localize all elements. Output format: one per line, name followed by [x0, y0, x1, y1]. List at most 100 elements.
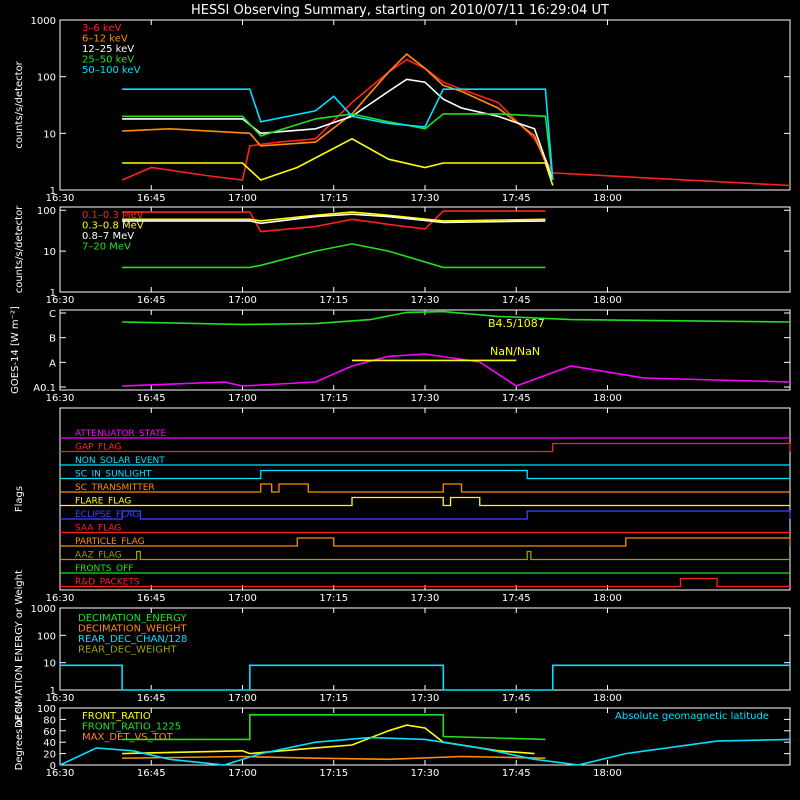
flag-line [60, 483, 790, 493]
y-tick-label: 40 [43, 738, 56, 749]
x-tick-label: 17:00 [228, 193, 257, 204]
y-axis-label: DECIMATION ENERGY or Weight [14, 570, 25, 728]
x-tick-label: 17:15 [319, 693, 348, 704]
legend-entry: 3–6 keV [82, 23, 121, 34]
x-tick-label: 18:00 [593, 693, 622, 704]
legend-entry: FRONT_RATIO [82, 711, 151, 722]
y-tick-label: 1 [50, 686, 56, 697]
x-tick-label: 17:30 [411, 693, 440, 704]
legend-entry: 50–100 keV [82, 65, 141, 76]
y-tick-label: 100 [37, 631, 56, 642]
x-tick-label: 18:00 [593, 193, 622, 204]
x-tick-label: 17:45 [502, 693, 531, 704]
panel-frame [59, 19, 791, 191]
y-tick-label: 10 [43, 247, 56, 258]
series-line [121, 58, 791, 187]
x-tick-label: 16:30 [46, 193, 75, 204]
x-tick-label: 18:00 [593, 295, 622, 306]
x-tick-label: 16:30 [46, 768, 75, 779]
y-tick-label: 80 [43, 715, 56, 726]
y-tick-label: 20 [43, 750, 56, 761]
x-tick-label: 17:00 [228, 768, 257, 779]
panel-6: 16:30 16:45 17:00 17:15 17:30 17:45 18:00 Degre… [14, 703, 791, 779]
x-tick-label: 17:00 [228, 693, 257, 704]
x-tick-label: 16:45 [137, 768, 166, 779]
x-tick-label: 17:45 [502, 393, 531, 404]
series-line [122, 137, 554, 186]
flag-line [60, 442, 791, 453]
x-tick-label: 16:30 [46, 693, 75, 704]
x-tick-label: 17:45 [502, 295, 531, 306]
y-tick-label: B [49, 334, 56, 345]
panel-4: 16:30 16:45 17:00 17:15 17:30 17:45 18:00 Flags… [14, 407, 791, 604]
legend-entry: 0.1–0.3 MeV [82, 210, 144, 221]
y-tick-label: 100 [37, 73, 56, 84]
x-tick-label: 16:45 [137, 393, 166, 404]
series-line [122, 210, 546, 233]
x-tick-label: 17:15 [319, 768, 348, 779]
geomag-label: Absolute geomagnetic latitude [615, 711, 769, 722]
y-tick-label: C [49, 309, 56, 320]
series-line [122, 78, 554, 181]
series-line [122, 310, 791, 326]
x-tick-label: 18:00 [593, 593, 622, 604]
panel-1: 16:30 16:45 17:00 17:15 17:30 17:45 18:00 count… [14, 16, 791, 204]
flag-label: NON_SOLAR_EVENT [75, 456, 165, 466]
panel-frame [59, 309, 791, 391]
flag-label: PARTICLE_FLAG [75, 537, 145, 547]
series-line [122, 211, 546, 222]
x-tick-label: 17:45 [502, 768, 531, 779]
y-tick-label: 1000 [31, 604, 56, 615]
series-line [60, 664, 790, 691]
legend-entry: 6–12 keV [82, 34, 128, 45]
x-tick-label: 17:00 [228, 393, 257, 404]
series-line [122, 213, 546, 225]
x-tick-label: 17:15 [319, 193, 348, 204]
flag-line [60, 550, 790, 561]
x-tick-label: 18:00 [593, 768, 622, 779]
chart-title: HESSI Observing Summary, starting on 201… [191, 3, 609, 18]
y-tick-label: 1 [50, 186, 56, 197]
flag-line [60, 510, 791, 520]
x-tick-label: 17:45 [502, 593, 531, 604]
flag-label: FLARE_FLAG [75, 497, 131, 507]
x-tick-label: 17:15 [319, 295, 348, 306]
legend-entry: 12–25 keV [82, 44, 134, 55]
x-tick-label: 16:30 [46, 593, 75, 604]
y-tick-label: 10 [43, 129, 56, 140]
x-tick-label: 16:45 [137, 295, 166, 306]
legend-entry: REAR_DEC_CHAN/128 [78, 634, 187, 645]
flag-line [60, 577, 790, 588]
series-line [122, 243, 546, 269]
x-tick-label: 17:30 [411, 295, 440, 306]
legend-entry: DECIMATION_ENERGY [78, 613, 187, 624]
x-tick-label: 17:45 [502, 193, 531, 204]
y-tick-label: 100 [37, 704, 56, 715]
legend-entry: DECIMATION_WEIGHT [78, 624, 187, 635]
series-line [122, 88, 554, 181]
flag-label: GAP_FLAG [75, 443, 121, 453]
y-tick-label: 0 [50, 761, 56, 772]
y-axis-label: counts/s/detector [14, 60, 25, 148]
y-tick-label: 1 [50, 288, 56, 299]
flag-label: SAA_FLAG [75, 524, 121, 534]
flag-label: SC_IN_SUNLIGHT [75, 470, 152, 480]
y-tick-label: 100 [37, 206, 56, 217]
legend-entry: 25–50 keV [82, 55, 134, 66]
series-line [122, 353, 791, 387]
x-tick-label: 17:00 [228, 593, 257, 604]
series-line [59, 736, 791, 766]
legend-entry: MAX_DET_VS_TOT [82, 732, 174, 743]
goes-class-label: B4.5/1087 [488, 317, 545, 330]
flag-label: AAZ_FLAG [75, 551, 122, 561]
series-line [122, 755, 546, 761]
series-line [122, 714, 546, 741]
x-tick-label: 17:00 [228, 295, 257, 306]
series-line [122, 113, 554, 181]
y-axis-label: GOES-14 [W m⁻²] [10, 306, 21, 394]
legend-entry: 0.3–0.8 MeV [82, 221, 144, 232]
x-tick-label: 16:30 [46, 295, 75, 306]
flag-label: ATTENUATOR_STATE [75, 429, 167, 439]
